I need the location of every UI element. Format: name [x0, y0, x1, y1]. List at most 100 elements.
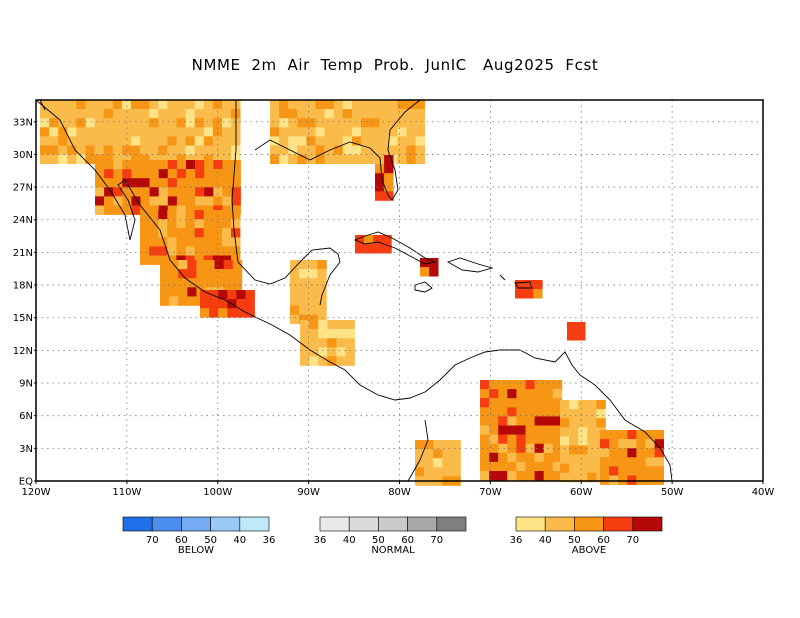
probability-cell [222, 100, 232, 110]
probability-cell [149, 196, 159, 206]
probability-cell [300, 329, 310, 339]
probability-cell [315, 100, 325, 110]
legend-swatch [603, 516, 634, 532]
probability-cell [104, 178, 114, 188]
probability-cell [204, 169, 214, 179]
probability-cell [95, 196, 105, 206]
probability-cell [534, 407, 544, 417]
probability-cell [279, 145, 289, 155]
probability-cell [415, 127, 425, 137]
probability-cell [636, 475, 646, 485]
probability-cell [290, 305, 300, 315]
probability-cell [543, 407, 554, 417]
probability-cell [498, 425, 508, 435]
probability-cell [415, 154, 425, 164]
probability-cell [524, 289, 534, 299]
probability-cell [355, 235, 365, 245]
probability-cell [131, 178, 141, 188]
probability-cell [76, 136, 86, 146]
probability-cell [516, 416, 526, 426]
probability-cell [221, 210, 232, 220]
probability-cell [525, 398, 535, 408]
legend-tick-label: 36 [510, 535, 523, 546]
probability-cell [318, 320, 328, 330]
probability-cell [300, 320, 310, 330]
probability-cell [40, 136, 50, 146]
probability-cell [609, 475, 619, 485]
probability-cell [270, 145, 280, 155]
probability-cell [309, 338, 319, 348]
probability-cell [327, 347, 337, 357]
probability-cell [212, 237, 223, 247]
probability-cell [489, 380, 499, 390]
probability-cell [382, 244, 392, 254]
probability-cell [49, 109, 59, 119]
probability-cell [195, 196, 205, 206]
probability-cell [270, 100, 280, 110]
probability-cell [560, 454, 570, 464]
probability-cell [498, 380, 508, 390]
probability-cell [552, 425, 563, 435]
probability-cell [290, 287, 300, 297]
probability-cell [636, 439, 646, 449]
probability-cell [406, 118, 416, 128]
coastline [499, 274, 506, 281]
probability-cell [489, 425, 499, 435]
probability-cell [222, 196, 232, 206]
probability-cell [361, 127, 371, 137]
probability-cell [95, 205, 105, 215]
legend-tick-label: 70 [626, 535, 639, 546]
probability-cell [375, 164, 385, 174]
legend-swatch [407, 516, 438, 532]
legend-swatch [122, 516, 153, 532]
probability-cell [176, 127, 186, 137]
probability-cell [333, 154, 344, 164]
probability-cell [169, 278, 179, 288]
latitude-label: 33N [13, 117, 33, 128]
probability-cell [342, 118, 353, 128]
probability-cell [489, 471, 499, 481]
probability-cell [158, 160, 169, 170]
probability-cell [324, 109, 334, 119]
probability-cell [489, 434, 499, 444]
probability-cell [315, 145, 325, 155]
probability-cell [600, 475, 610, 485]
probability-cell [167, 136, 177, 146]
probability-cell [415, 118, 425, 128]
probability-cell [95, 169, 105, 179]
probability-cell [185, 118, 195, 128]
probability-cell [627, 457, 637, 467]
probability-cell [317, 296, 327, 306]
probability-cell [176, 187, 187, 197]
probability-cell [121, 127, 132, 137]
probability-cell [205, 269, 215, 279]
probability-cell [297, 118, 307, 128]
probability-cell [315, 154, 325, 164]
probability-cell [489, 416, 499, 426]
probability-cell [223, 278, 234, 288]
probability-cell [534, 416, 544, 426]
probability-cell [489, 398, 499, 408]
probability-cell [324, 100, 334, 110]
probability-cell [600, 466, 610, 476]
legend-swatch [515, 516, 546, 532]
probability-cell [112, 100, 123, 110]
probability-cell [49, 118, 59, 128]
probability-cell [149, 219, 159, 229]
probability-cell [279, 109, 289, 119]
probability-cell [480, 416, 490, 426]
probability-cell [203, 210, 214, 220]
coastline [446, 257, 494, 273]
probability-cell [270, 127, 280, 137]
probability-cell [543, 389, 554, 399]
probability-cell [498, 389, 508, 399]
probability-cell [480, 452, 490, 463]
probability-cell [149, 169, 159, 179]
probability-cell [306, 136, 316, 146]
probability-cell [552, 471, 563, 481]
probability-cell [200, 290, 210, 300]
probability-cell [587, 436, 597, 446]
probability-cell [636, 466, 646, 476]
legend-swatch [348, 516, 379, 532]
probability-cell [212, 246, 223, 256]
